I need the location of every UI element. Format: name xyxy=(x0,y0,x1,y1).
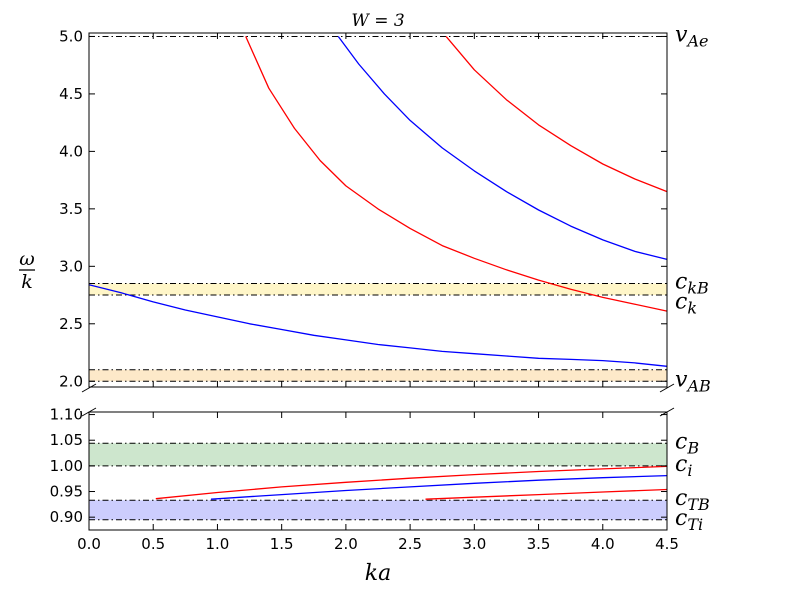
x-axis-label: ka xyxy=(365,561,391,586)
upper-series-line-3 xyxy=(445,35,668,193)
upper-y-tick-label-1: 2.0 xyxy=(59,372,83,390)
x-tick-label-5: 2.0 xyxy=(334,535,358,553)
upper-series-line-4 xyxy=(88,284,668,367)
lower-reference-lines xyxy=(89,442,667,521)
x-tick-label-2: 0.5 xyxy=(141,535,165,553)
axis-break-gap xyxy=(80,388,680,411)
lower-y-tick-label-1: 0.90 xyxy=(50,508,83,526)
axis-break-left-upper xyxy=(81,383,97,393)
x-tick-label-9: 4.0 xyxy=(591,535,615,553)
upper-y-tick-label-4: 3.5 xyxy=(59,200,83,218)
upper-band-1 xyxy=(89,283,667,296)
lower-y-tick-label-2: 0.95 xyxy=(50,483,83,501)
x-tick-label-4: 1.5 xyxy=(270,535,294,553)
lower-series-line-1 xyxy=(155,465,668,500)
lower-y-tick-label-4: 1.05 xyxy=(50,431,83,449)
x-tick-label-7: 3.0 xyxy=(462,535,486,553)
lower-band-1 xyxy=(89,443,667,466)
lower-y-tick-label-5: 1.10 xyxy=(50,406,83,424)
axis-break-marks xyxy=(80,383,680,417)
lower-series-line-3 xyxy=(425,488,668,500)
lower-reference-label-1: cB xyxy=(675,429,699,457)
lower-y-axis-ticks: 0.90 0.95 1.00 1.05 1.10 xyxy=(50,406,667,526)
upper-y-tick-label-6: 4.5 xyxy=(59,85,83,103)
axis-break-right-upper xyxy=(659,383,675,393)
lower-series xyxy=(155,465,668,500)
upper-series-line-2 xyxy=(337,36,668,261)
y-axis-label-denominator: k xyxy=(21,271,33,293)
x-axis-ticks: 0.0 0.5 1.0 1.5 2.0 2.5 3.0 3.5 4.0 4.5 xyxy=(77,33,679,553)
y-axis-label-numerator: ω xyxy=(19,248,35,270)
x-tick-label-8: 3.5 xyxy=(527,535,551,553)
x-tick-label-6: 2.5 xyxy=(398,535,422,553)
upper-y-axis-ticks: 2.0 2.5 3.0 3.5 4.0 4.5 5.0 xyxy=(59,27,667,390)
lower-series-line-2 xyxy=(210,474,668,500)
upper-series xyxy=(88,35,668,367)
x-tick-label-1: 0.0 xyxy=(77,535,101,553)
upper-y-tick-label-2: 2.5 xyxy=(59,315,83,333)
upper-y-tick-label-5: 4.0 xyxy=(59,142,83,160)
lower-y-tick-label-3: 1.00 xyxy=(50,457,83,475)
chart-title: W = 3 xyxy=(351,11,404,31)
upper-series-line-1 xyxy=(245,36,668,312)
upper-band-2 xyxy=(89,369,667,382)
lower-plot-frame xyxy=(88,411,668,531)
lower-bands xyxy=(89,443,667,520)
upper-reference-lines xyxy=(89,35,667,382)
lower-band-2 xyxy=(89,500,667,520)
upper-y-tick-label-7: 5.0 xyxy=(59,27,83,45)
x-tick-label-10: 4.5 xyxy=(655,535,679,553)
upper-y-tick-label-3: 3.0 xyxy=(59,257,83,275)
upper-bands xyxy=(89,283,667,382)
x-tick-label-3: 1.0 xyxy=(206,535,230,553)
upper-plot-frame xyxy=(88,32,668,388)
y-axis-label: ω k xyxy=(19,248,35,293)
